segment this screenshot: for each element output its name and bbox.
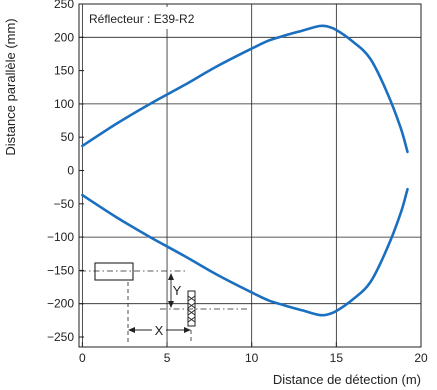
plot-frame	[78, 3, 422, 348]
setup-diagram: X Y	[80, 262, 250, 343]
x-tick-label: 0	[79, 351, 86, 365]
x-tick-label: 20	[414, 351, 428, 365]
y-tick-label: 250	[54, 0, 74, 11]
reflector	[187, 290, 196, 327]
inset-y-label: Y	[173, 283, 182, 298]
axes: 250 200 150 100 50 0 −50 −100 −150 −200 −250 0 5 10 15…	[47, 0, 428, 365]
upper-range-curve	[81, 24, 409, 154]
y-tick-label: −200	[47, 297, 74, 311]
y-tick-label: 0	[67, 164, 74, 178]
annotation-text: Réflecteur : E39-R2	[89, 12, 195, 26]
reflector-hatch	[187, 316, 196, 323]
x-arrowhead-left	[128, 327, 135, 333]
y-arrowhead-top	[168, 273, 174, 280]
x-axis-title: Distance de détection (m)	[273, 372, 421, 387]
y-tick-label: −250	[47, 330, 74, 344]
x-arrowhead-right	[184, 327, 191, 333]
reflector-hatch	[187, 302, 196, 309]
y-axis-title: Distance parallèle (mm)	[3, 18, 18, 155]
y-tick-label: −50	[54, 197, 75, 211]
y-tick-label: 50	[61, 130, 75, 144]
y-arrowhead-bottom	[168, 301, 174, 308]
lower-range-curve	[81, 187, 409, 317]
y-tick-label: −150	[47, 263, 74, 277]
y-tick-label: −100	[47, 230, 74, 244]
sensor-body	[94, 262, 134, 281]
annotation-box	[84, 7, 219, 29]
y-tick-label: 150	[54, 64, 74, 78]
range-curves	[81, 24, 409, 317]
x-tick-label: 15	[330, 351, 344, 365]
y-tick-label: 200	[54, 30, 74, 44]
x-tick-label: 10	[245, 351, 259, 365]
y-tick-label: 100	[54, 97, 74, 111]
reflector-hatch	[187, 309, 196, 316]
grid	[79, 4, 421, 347]
reflector-hatch	[187, 295, 196, 302]
x-tick-label: 5	[164, 351, 171, 365]
inset-x-label: X	[155, 323, 164, 338]
